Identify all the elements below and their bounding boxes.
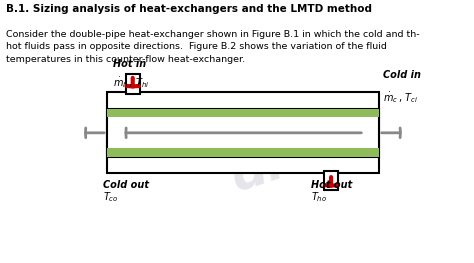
Bar <box>324 171 338 190</box>
Text: $\dot{m}_c\,,\,T_{ci}$: $\dot{m}_c\,,\,T_{ci}$ <box>383 90 418 105</box>
Bar <box>107 148 379 157</box>
Text: Hot out: Hot out <box>311 180 352 190</box>
Text: $\dot{m}_h\,,\,T_{hi}$: $\dot{m}_h\,,\,T_{hi}$ <box>112 75 149 90</box>
Text: Hot in: Hot in <box>112 59 146 69</box>
Text: $T_{co}$: $T_{co}$ <box>103 190 119 204</box>
Text: Cold out: Cold out <box>103 180 149 190</box>
Text: Consider the double-pipe heat-exchanger shown in Figure B.1 in which the cold an: Consider the double-pipe heat-exchanger … <box>6 30 419 64</box>
Text: Cold in: Cold in <box>383 70 420 80</box>
Bar <box>107 92 379 173</box>
Bar <box>107 109 379 117</box>
Text: draft: draft <box>224 113 372 201</box>
Text: $T_{ho}$: $T_{ho}$ <box>311 190 327 204</box>
Bar <box>126 74 140 94</box>
Text: B.1. Sizing analysis of heat-exchangers and the LMTD method: B.1. Sizing analysis of heat-exchangers … <box>6 4 372 14</box>
Bar <box>107 109 379 157</box>
